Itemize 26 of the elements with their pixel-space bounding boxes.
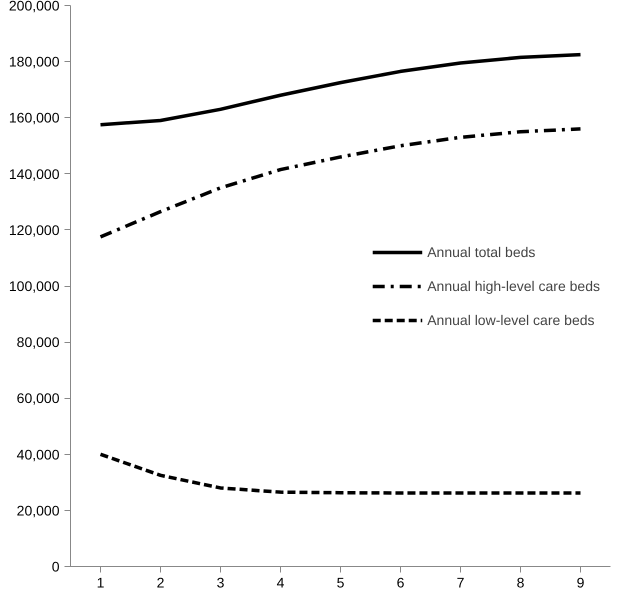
x-tick-label: 8 bbox=[516, 574, 525, 590]
legend-label: Annual high-level care beds bbox=[427, 278, 600, 294]
legend-label: Annual low-level care beds bbox=[427, 312, 595, 328]
legend-label: Annual total beds bbox=[427, 244, 536, 260]
y-tick-label: 80,000 bbox=[16, 334, 60, 350]
x-tick-label: 9 bbox=[576, 574, 585, 590]
y-tick-label: 40,000 bbox=[16, 446, 60, 462]
y-tick-label: 140,000 bbox=[8, 166, 60, 182]
y-tick-label: 100,000 bbox=[8, 278, 60, 294]
x-tick-label: 4 bbox=[276, 574, 285, 590]
y-tick-label: 120,000 bbox=[8, 222, 60, 238]
x-tick-label: 7 bbox=[456, 574, 465, 590]
y-tick-label: 0 bbox=[52, 558, 60, 574]
y-tick-label: 160,000 bbox=[8, 110, 60, 126]
x-tick-label: 3 bbox=[216, 574, 225, 590]
line-series bbox=[98, 452, 582, 495]
y-tick-label: 20,000 bbox=[16, 502, 60, 518]
line-series bbox=[98, 52, 582, 126]
y-tick-label: 200,000 bbox=[8, 0, 60, 14]
y-tick-label: 180,000 bbox=[8, 54, 60, 70]
x-tick-label: 1 bbox=[96, 574, 105, 590]
y-tick-label: 60,000 bbox=[16, 390, 60, 406]
line-series bbox=[98, 127, 582, 239]
x-tick-label: 2 bbox=[156, 574, 165, 590]
x-tick-label: 6 bbox=[396, 574, 405, 590]
x-tick-label: 5 bbox=[336, 574, 345, 590]
